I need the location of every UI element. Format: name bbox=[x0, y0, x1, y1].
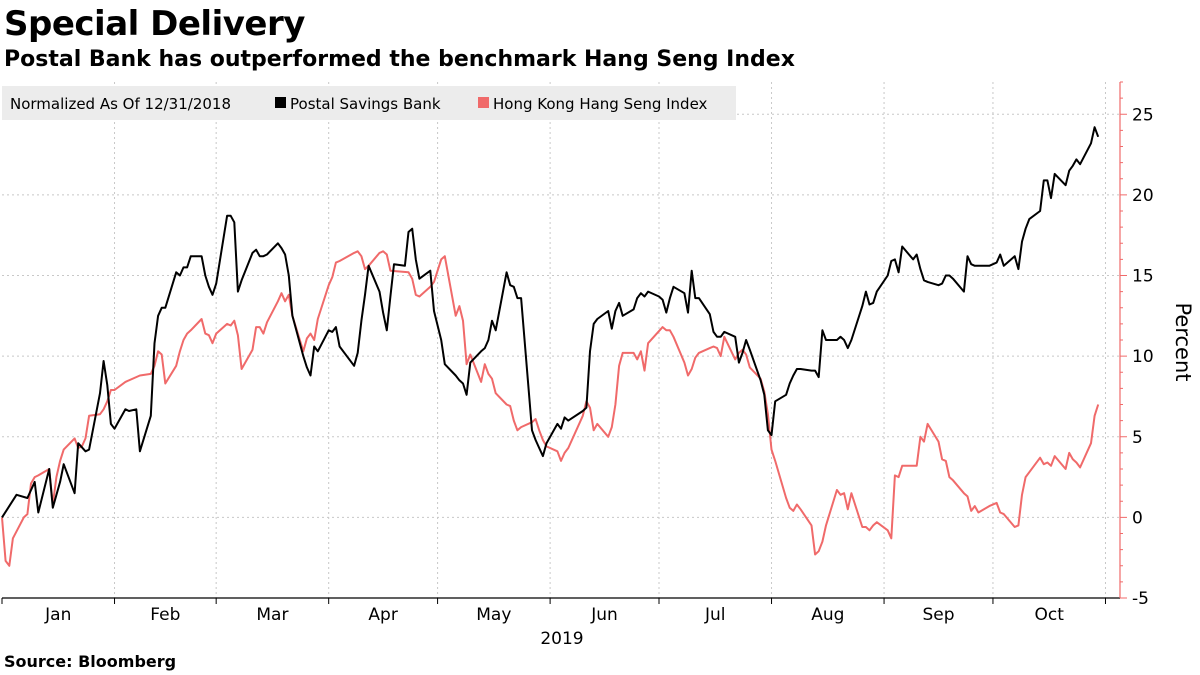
y-tick-label: 10 bbox=[1132, 347, 1154, 367]
y-tick-label: 25 bbox=[1132, 105, 1154, 125]
source-note: Source: Bloomberg bbox=[4, 652, 177, 671]
x-tick-label: Sep bbox=[922, 605, 954, 625]
legend: Normalized As Of 12/31/2018 Postal Savin… bbox=[2, 86, 736, 120]
axis-layer: -5 0 5 10 15 20 25 Jan Feb Mar Apr May Jun Jul Aug Sep O… bbox=[1, 81, 1154, 625]
x-tick-label: Mar bbox=[256, 605, 288, 625]
legend-normalized-label: Normalized As Of 12/31/2018 bbox=[10, 95, 231, 113]
chart-title: Special Delivery bbox=[4, 4, 305, 44]
x-tick-label: Jan bbox=[44, 605, 71, 625]
legend-swatch-hangseng bbox=[478, 97, 489, 108]
x-axis-year-label: 2019 bbox=[540, 629, 583, 649]
x-tick-label: Jul bbox=[704, 605, 726, 625]
series-layer bbox=[1, 126, 1100, 567]
chart-subtitle: Postal Bank has outperformed the benchma… bbox=[4, 47, 795, 72]
y-tick-label: 5 bbox=[1132, 428, 1143, 448]
y-tick-label: -5 bbox=[1132, 589, 1149, 609]
x-tick-label: Aug bbox=[811, 605, 844, 625]
legend-background bbox=[2, 86, 736, 120]
y-tick-label: 20 bbox=[1132, 186, 1154, 206]
x-tick-label: Feb bbox=[150, 605, 180, 625]
grid-layer bbox=[2, 82, 1120, 599]
y-tick-label: 0 bbox=[1132, 508, 1143, 528]
y-axis-label: Percent bbox=[1171, 302, 1195, 381]
x-tick-label: Oct bbox=[1035, 605, 1065, 625]
x-tick-label: May bbox=[476, 605, 511, 625]
series-line-postal-savings-bank bbox=[1, 126, 1100, 518]
series-line-hang-seng-index bbox=[1, 250, 1100, 567]
x-tick-label: Apr bbox=[368, 605, 397, 625]
legend-label-postal: Postal Savings Bank bbox=[290, 95, 441, 113]
y-tick-label: 15 bbox=[1132, 267, 1154, 287]
legend-label-hangseng: Hong Kong Hang Seng Index bbox=[493, 95, 708, 113]
x-tick-label: Jun bbox=[590, 605, 618, 625]
legend-swatch-postal bbox=[275, 97, 286, 108]
